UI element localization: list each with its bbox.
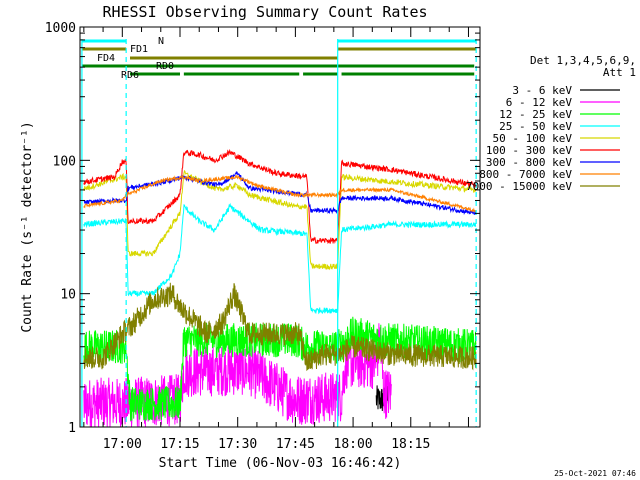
y-tick-label: 1000 — [45, 21, 76, 36]
legend-label: 50 - 100 keV — [493, 132, 573, 145]
timestamp: 25-Oct-2021 07:46 — [554, 469, 636, 478]
legend-label: 3 - 6 keV — [512, 84, 572, 97]
time-markers — [81, 39, 477, 427]
series-line — [83, 282, 477, 372]
legend-label: 6 - 12 keV — [506, 96, 573, 109]
x-tick-label: 18:15 — [391, 437, 430, 452]
x-tick-label: 17:45 — [276, 437, 315, 452]
chart-title: RHESSI Observing Summary Count Rates — [102, 3, 427, 21]
legend-label: 800 - 7000 keV — [479, 168, 572, 181]
y-axis-label: Count Rate (s⁻¹ detector⁻¹) — [20, 121, 35, 332]
x-axis: 17:00 17:15 17:30 17:45 18:00 18:15 — [83, 27, 469, 452]
series-line — [83, 148, 477, 245]
x-tick-label: 17:15 — [160, 437, 199, 452]
x-tick-label: 18:00 — [334, 437, 373, 452]
flag-label: FD1 — [130, 44, 148, 55]
flag-label: FD4 — [97, 53, 115, 64]
y-tick-label: 10 — [60, 288, 76, 303]
flag-label: RD6 — [121, 70, 139, 81]
plot-frame — [79, 26, 481, 428]
series-line — [83, 316, 477, 422]
y-tick-label: 1 — [68, 421, 76, 436]
x-axis-label: Start Time (06-Nov-03 16:46:42) — [159, 456, 402, 471]
legend-header: Det 1,3,4,5,6,9, — [530, 54, 636, 67]
flag-label: N — [158, 36, 164, 47]
legend-label: 25 - 50 keV — [499, 120, 572, 133]
legend-header: Att 1 — [603, 66, 636, 79]
legend-label: 100 - 300 keV — [486, 144, 572, 157]
legend-label: 12 - 25 keV — [499, 108, 572, 121]
legend-label: 300 - 800 keV — [486, 156, 572, 169]
series-line — [83, 323, 392, 428]
x-tick-label: 17:30 — [218, 437, 257, 452]
series-line — [83, 170, 477, 215]
flag-label: RD0 — [156, 61, 174, 72]
y-axis: 1 10 100 1000 — [45, 21, 480, 436]
x-tick-label: 17:00 — [103, 437, 142, 452]
data-series — [83, 148, 477, 428]
series-line — [83, 169, 477, 271]
legend-label: 7000 - 15000 keV — [466, 180, 572, 193]
observing-flags: N FD1 FD4 RD0 RD6 — [81, 36, 477, 81]
series-line — [83, 174, 477, 213]
y-tick-label: 100 — [53, 154, 76, 169]
